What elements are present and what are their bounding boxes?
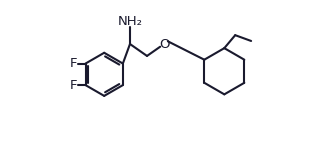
Text: F: F [70,79,77,92]
Text: NH₂: NH₂ [118,15,143,28]
Text: O: O [159,37,169,51]
Text: F: F [70,57,77,70]
